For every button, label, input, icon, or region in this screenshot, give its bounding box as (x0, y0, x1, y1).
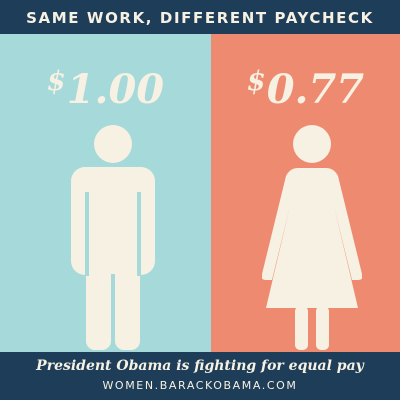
header-banner: SAME WORK, DIFFERENT PAYCHECK (0, 0, 400, 34)
men-amount-value: 1.00 (66, 66, 165, 113)
tagline: President Obama is fighting for equal pa… (36, 358, 364, 374)
women-amount-value: 0.77 (266, 66, 365, 113)
footer-banner: President Obama is fighting for equal pa… (0, 352, 400, 400)
men-pay-panel: $1.00 (0, 34, 211, 352)
women-currency-symbol: $ (246, 66, 266, 97)
men-currency-symbol: $ (46, 66, 66, 97)
website-url: WOMEN.BARACKOBAMA.COM (102, 379, 298, 392)
woman-icon (262, 125, 362, 350)
headline: SAME WORK, DIFFERENT PAYCHECK (26, 9, 374, 27)
women-pay-panel: $0.77 (211, 34, 400, 352)
man-icon (71, 125, 155, 350)
women-pay-amount: $0.77 (211, 58, 400, 114)
men-pay-amount: $1.00 (0, 58, 211, 114)
